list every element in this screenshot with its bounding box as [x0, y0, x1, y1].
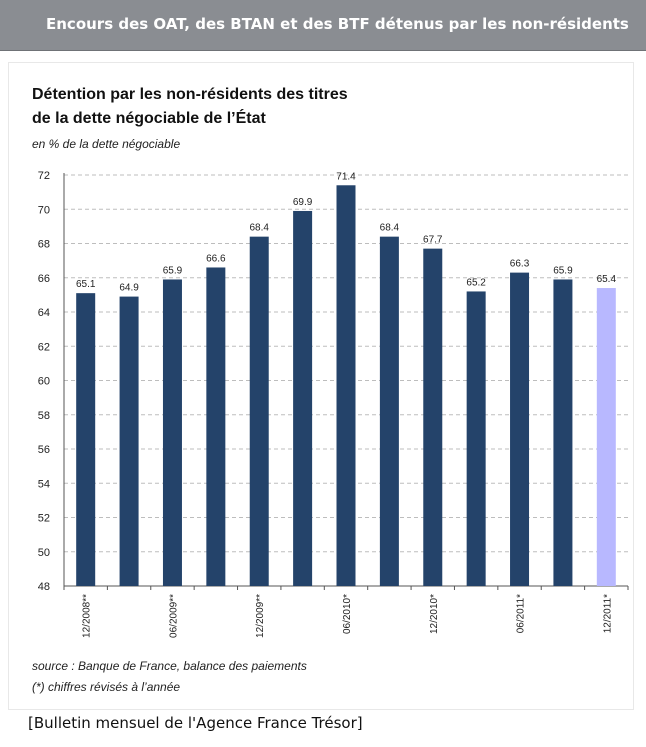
- value-label: 65.2: [466, 277, 486, 288]
- banner-title: Encours des OAT, des BTAN et des BTF dét…: [46, 15, 629, 33]
- banner: Encours des OAT, des BTAN et des BTF dét…: [0, 0, 646, 51]
- x-tick-label: 12/2009**: [255, 594, 266, 638]
- bar: [249, 236, 269, 586]
- y-tick-label: 48: [38, 581, 50, 593]
- value-label: 68.4: [249, 223, 269, 234]
- chart-subtitle: en % de la dette négociable: [32, 137, 181, 151]
- y-tick-label: 68: [38, 239, 50, 251]
- y-tick-label: 56: [38, 444, 50, 456]
- bar: [76, 293, 96, 586]
- y-tick-label: 72: [38, 170, 50, 182]
- bar: [119, 296, 139, 586]
- source-note: source : Banque de France, balance des p…: [32, 659, 307, 673]
- y-tick-label: 50: [38, 547, 50, 559]
- x-tick-label: 06/2011*: [516, 594, 527, 633]
- bar: [466, 291, 486, 586]
- value-label: 64.9: [119, 283, 139, 294]
- y-tick-label: 62: [38, 341, 50, 353]
- bar: [336, 185, 356, 586]
- bar: [553, 279, 573, 586]
- y-tick-label: 58: [38, 410, 50, 422]
- bar: [379, 236, 399, 586]
- bar: [596, 288, 616, 586]
- value-label: 71.4: [336, 171, 356, 182]
- x-tick-label: 12/2011*: [602, 594, 613, 633]
- bar: [206, 267, 226, 586]
- y-tick-label: 64: [38, 307, 50, 319]
- x-tick-label: 12/2008**: [82, 594, 93, 638]
- x-tick-label: 06/2009**: [168, 594, 179, 638]
- bar: [423, 248, 443, 586]
- x-tick-label: 12/2010*: [429, 594, 440, 634]
- x-tick-label: 06/2010*: [342, 594, 353, 634]
- value-label: 65.9: [553, 265, 573, 276]
- value-label: 67.7: [423, 235, 443, 246]
- value-label: 65.1: [76, 279, 96, 290]
- y-tick-label: 70: [38, 204, 50, 216]
- bar: [162, 279, 182, 586]
- bar: [510, 272, 530, 586]
- value-label: 69.9: [293, 197, 313, 208]
- value-label: 66.3: [510, 259, 530, 270]
- value-label: 68.4: [380, 223, 400, 234]
- bulletin-caption: [Bulletin mensuel de l'Agence France Tré…: [28, 714, 363, 732]
- bar: [293, 210, 313, 586]
- value-label: 66.6: [206, 253, 226, 264]
- y-tick-label: 60: [38, 376, 50, 388]
- revision-note: (*) chiffres révisés à l’année: [32, 680, 181, 694]
- chart-figure: [8, 62, 634, 710]
- chart-title-line2: de la dette négociable de l’État: [32, 110, 266, 127]
- y-tick-label: 66: [38, 273, 50, 285]
- y-tick-label: 54: [38, 478, 50, 490]
- y-tick-label: 52: [38, 513, 50, 525]
- chart-title-line1: Détention par les non-résidents des titr…: [32, 86, 348, 103]
- value-label: 65.4: [597, 274, 617, 285]
- value-label: 65.9: [163, 265, 183, 276]
